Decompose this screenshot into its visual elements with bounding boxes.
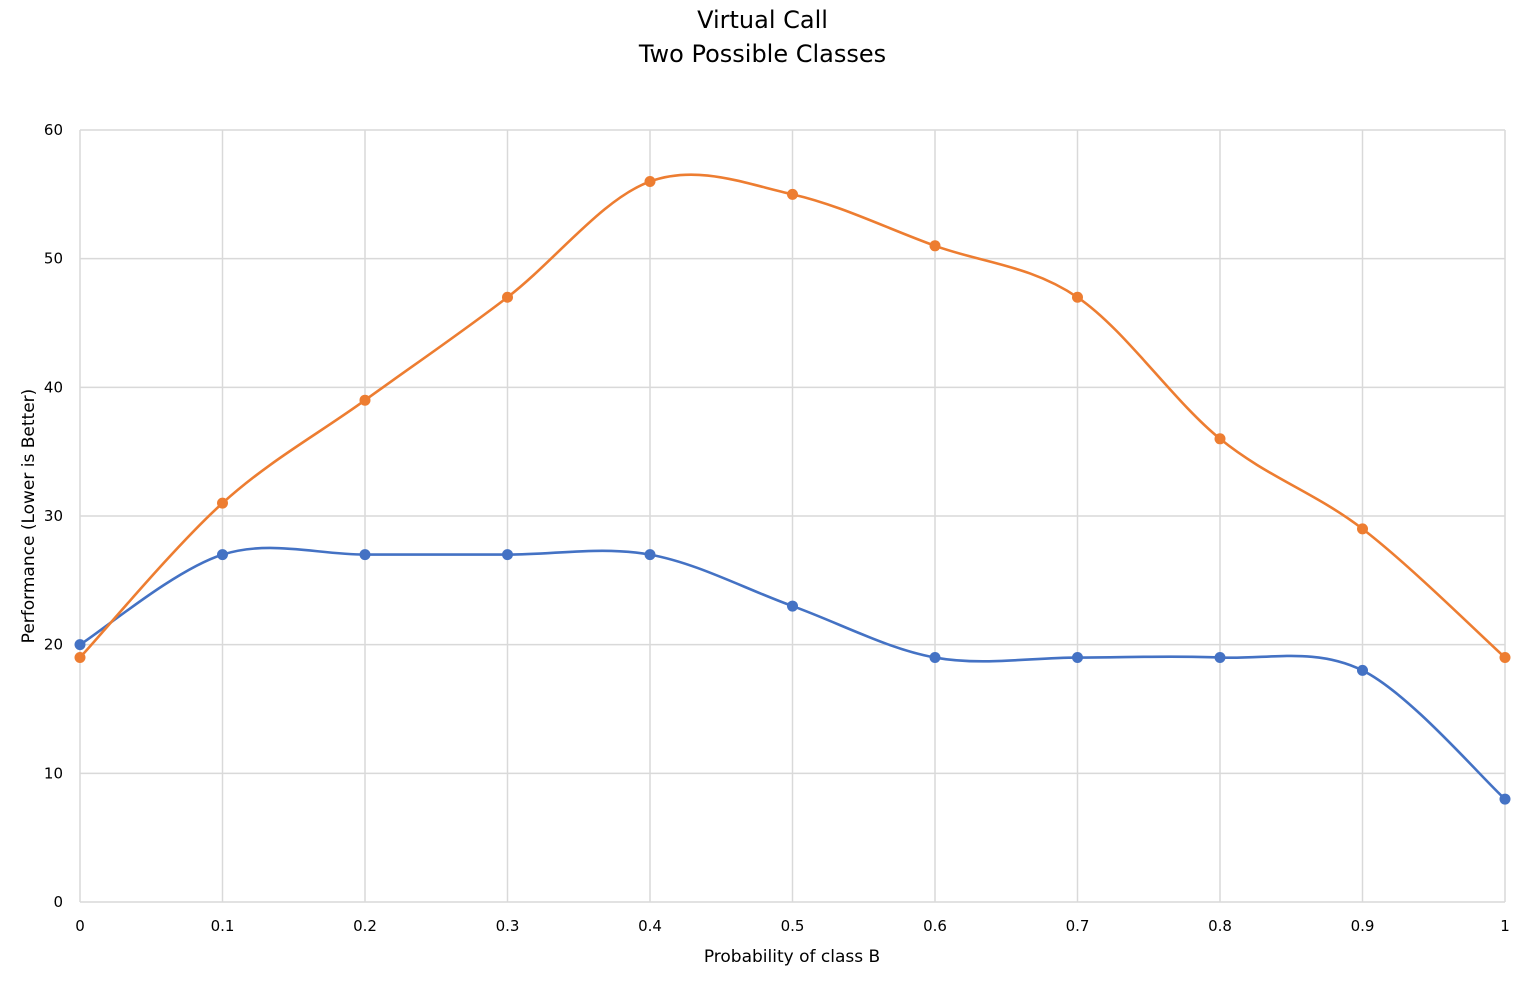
data-point <box>1357 664 1368 676</box>
data-point <box>359 549 371 561</box>
data-point <box>217 497 228 509</box>
chart-title-line-1: Virtual Call <box>697 6 828 34</box>
data-point <box>644 549 656 561</box>
chart-title-line-2: Two Possible Classes <box>638 40 887 68</box>
y-tick-label: 50 <box>44 250 63 268</box>
data-point <box>1499 793 1511 805</box>
grid <box>79 129 1506 903</box>
data-point <box>502 549 513 561</box>
series-layer <box>74 173 1511 805</box>
x-tick-label: 0.3 <box>496 917 520 935</box>
data-point <box>74 652 86 664</box>
data-point <box>1214 652 1226 664</box>
series-1 <box>74 546 1511 805</box>
data-point <box>74 639 86 651</box>
data-point <box>644 175 656 187</box>
x-tick-label: 0.4 <box>638 917 662 935</box>
y-tick-label: 30 <box>44 507 63 525</box>
x-tick-label: 0.9 <box>1351 917 1375 935</box>
data-point <box>1357 523 1368 535</box>
x-axis-label: Probability of class B <box>704 947 880 967</box>
x-tick-label: 0.5 <box>781 917 805 935</box>
data-point <box>1499 652 1511 664</box>
y-tick-label: 0 <box>53 893 63 911</box>
series-2 <box>74 173 1511 664</box>
y-tick-label: 40 <box>44 378 63 396</box>
x-tick-label: 0.6 <box>923 917 947 935</box>
data-point <box>1072 652 1083 664</box>
data-point <box>787 188 798 200</box>
x-tick-label: 0.8 <box>1208 917 1232 935</box>
y-axis-label: Performance (Lower is Better) <box>19 389 39 644</box>
y-tick-label: 20 <box>44 636 63 654</box>
x-tick-label: 0.2 <box>353 917 377 935</box>
data-point <box>1072 291 1083 303</box>
x-tick-label: 0.1 <box>211 917 235 935</box>
data-point <box>359 394 371 406</box>
y-tick-label: 10 <box>44 764 63 782</box>
data-point <box>217 549 228 561</box>
data-point <box>929 240 941 252</box>
data-point <box>787 600 798 612</box>
data-point <box>502 291 513 303</box>
x-tick-label: 1 <box>1500 917 1510 935</box>
tick-labels: 0 10 20 30 40 50 60 0 0.1 0.2 0.3 0.4 0.5 0.6 0.7 0.8 0.… <box>44 121 1510 935</box>
data-point <box>1214 433 1226 445</box>
x-tick-label: 0.7 <box>1066 917 1090 935</box>
y-tick-label: 60 <box>44 121 63 139</box>
data-point <box>929 652 941 664</box>
x-tick-label: 0 <box>75 917 85 935</box>
